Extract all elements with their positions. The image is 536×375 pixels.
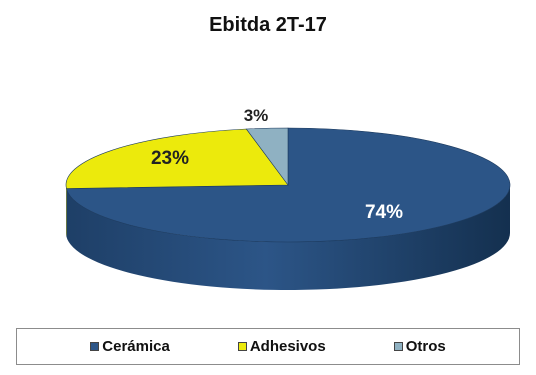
legend: Cerámica Adhesivos Otros bbox=[16, 328, 520, 365]
chart-title: Ebitda 2T-17 bbox=[209, 14, 327, 36]
pie-data-label: 74% bbox=[365, 202, 403, 223]
pie-slice bbox=[65, 128, 289, 189]
pie-slice bbox=[245, 127, 289, 186]
pie-data-label: 23% bbox=[151, 148, 189, 169]
legend-label: Adhesivos bbox=[249, 338, 326, 355]
legend-swatch bbox=[393, 342, 403, 351]
legend-swatch bbox=[237, 342, 247, 351]
pie-data-label: 3% bbox=[244, 106, 269, 125]
legend-label: Cerámica bbox=[102, 338, 170, 355]
legend-item: Otros bbox=[393, 338, 446, 355]
pie-chart: 74% 23% 3% bbox=[65, 106, 511, 290]
legend-item: Adhesivos bbox=[237, 338, 326, 355]
legend-item: Cerámica bbox=[90, 338, 170, 355]
pie-slice-side bbox=[66, 185, 511, 290]
legend-swatch bbox=[90, 342, 100, 351]
legend-label: Otros bbox=[405, 338, 446, 355]
